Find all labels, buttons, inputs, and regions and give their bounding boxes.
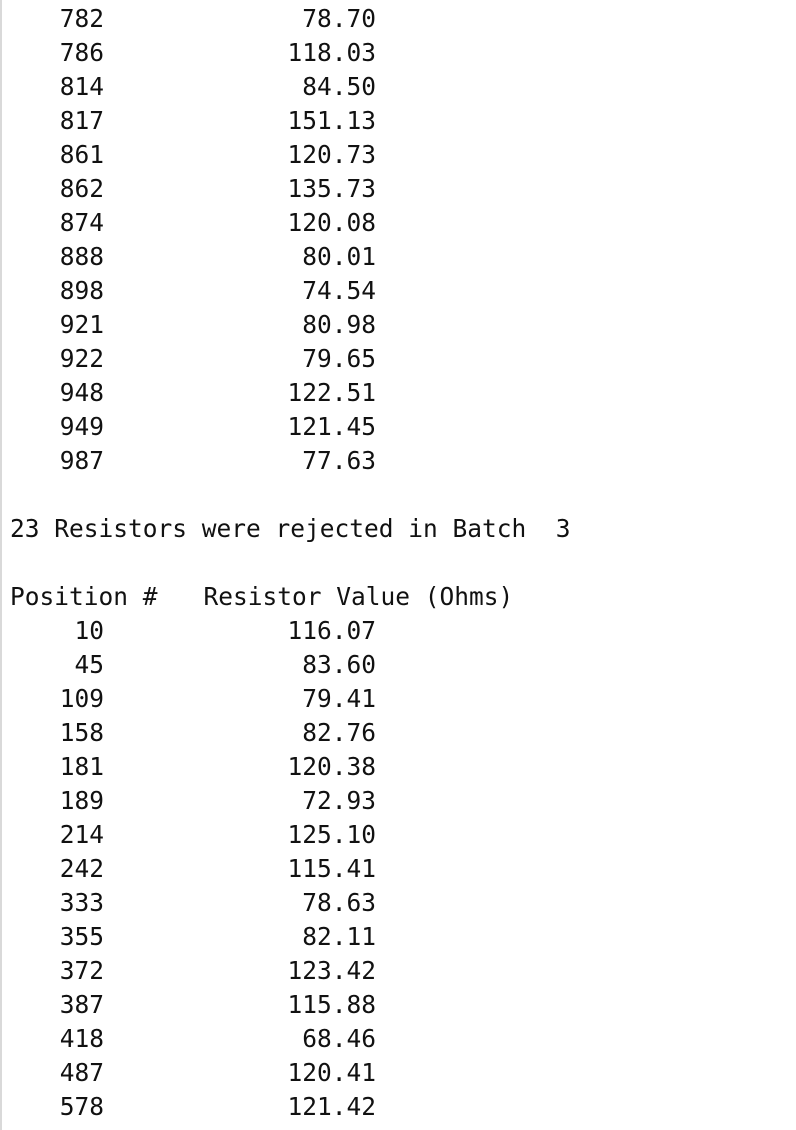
resistor-value-cell: 120.08: [287, 208, 376, 237]
position-cell: 782: [59, 4, 104, 33]
resistor-value-cell: 122.51: [287, 378, 376, 407]
table-row: 578 121.42: [10, 1090, 790, 1124]
position-cell: 333: [59, 888, 104, 917]
table-row: 158 82.76: [10, 716, 790, 750]
batch-summary: 23 Resistors were rejected in Batch 3: [10, 514, 571, 543]
header-resistor-value: Resistor Value (Ohms): [203, 582, 514, 611]
resistor-value-cell: 82.11: [302, 922, 376, 951]
position-cell: 372: [59, 956, 104, 985]
position-cell: 242: [59, 854, 104, 883]
position-cell: 158: [59, 718, 104, 747]
table-row: 214 125.10: [10, 818, 790, 852]
table-row: 888 80.01: [10, 240, 790, 274]
resistor-value-cell: 120.38: [287, 752, 376, 781]
position-cell: 355: [59, 922, 104, 951]
position-cell: 948: [59, 378, 104, 407]
header-position: Position #: [10, 582, 158, 611]
resistor-value-cell: 68.46: [302, 1024, 376, 1053]
position-cell: 387: [59, 990, 104, 1019]
resistor-value-cell: 123.42: [287, 956, 376, 985]
position-cell: 861: [59, 140, 104, 169]
table-row: 355 82.11: [10, 920, 790, 954]
table-row: 786 118.03: [10, 36, 790, 70]
blank-line: [10, 478, 790, 512]
resistor-value-cell: 121.42: [287, 1092, 376, 1121]
resistor-value-cell: 116.07: [287, 616, 376, 645]
position-cell: 817: [59, 106, 104, 135]
resistor-value-cell: 80.01: [302, 242, 376, 271]
position-cell: 487: [59, 1058, 104, 1087]
resistor-value-cell: 78.63: [302, 888, 376, 917]
position-cell: 578: [59, 1092, 104, 1121]
position-cell: 418: [59, 1024, 104, 1053]
position-cell: 10: [74, 616, 104, 645]
table-row: 874 120.08: [10, 206, 790, 240]
position-cell: 874: [59, 208, 104, 237]
position-cell: 786: [59, 38, 104, 67]
table-row: 387 115.88: [10, 988, 790, 1022]
resistor-value-cell: 80.98: [302, 310, 376, 339]
batch2-rejected-list: 782 78.70 786 118.03 814 84.50 817 151.13 86…: [10, 2, 790, 478]
console-output[interactable]: 782 78.70 786 118.03 814 84.50 817 151.13 86…: [10, 2, 790, 1124]
position-cell: 922: [59, 344, 104, 373]
blank-line: [10, 546, 790, 580]
resistor-value-cell: 74.54: [302, 276, 376, 305]
position-cell: 214: [59, 820, 104, 849]
table-row: 898 74.54: [10, 274, 790, 308]
table-row: 921 80.98: [10, 308, 790, 342]
table-header: Position # Resistor Value (Ohms): [10, 580, 790, 614]
table-row: 418 68.46: [10, 1022, 790, 1056]
position-cell: 921: [59, 310, 104, 339]
resistor-value-cell: 115.88: [287, 990, 376, 1019]
table-row: 782 78.70: [10, 2, 790, 36]
resistor-value-cell: 72.93: [302, 786, 376, 815]
console-left-border: [0, 0, 2, 1130]
batch3-rejected-list: 10 116.07 45 83.60 109 79.41 158 82.76 181 12…: [10, 614, 790, 1124]
table-row: 948 122.51: [10, 376, 790, 410]
position-cell: 109: [59, 684, 104, 713]
resistor-value-cell: 121.45: [287, 412, 376, 441]
table-row: 862 135.73: [10, 172, 790, 206]
table-row: 10 116.07: [10, 614, 790, 648]
position-cell: 814: [59, 72, 104, 101]
table-row: 181 120.38: [10, 750, 790, 784]
resistor-value-cell: 135.73: [287, 174, 376, 203]
resistor-value-cell: 120.41: [287, 1058, 376, 1087]
position-cell: 862: [59, 174, 104, 203]
table-row: 189 72.93: [10, 784, 790, 818]
resistor-value-cell: 115.41: [287, 854, 376, 883]
position-cell: 189: [59, 786, 104, 815]
resistor-value-cell: 79.65: [302, 344, 376, 373]
resistor-value-cell: 83.60: [302, 650, 376, 679]
resistor-value-cell: 151.13: [287, 106, 376, 135]
position-cell: 45: [74, 650, 104, 679]
resistor-value-cell: 120.73: [287, 140, 376, 169]
resistor-value-cell: 78.70: [302, 4, 376, 33]
position-cell: 949: [59, 412, 104, 441]
table-row: 487 120.41: [10, 1056, 790, 1090]
resistor-value-cell: 77.63: [302, 446, 376, 475]
resistor-value-cell: 125.10: [287, 820, 376, 849]
table-row: 45 83.60: [10, 648, 790, 682]
table-row: 817 151.13: [10, 104, 790, 138]
position-cell: 898: [59, 276, 104, 305]
table-row: 242 115.41: [10, 852, 790, 886]
table-row: 861 120.73: [10, 138, 790, 172]
position-cell: 987: [59, 446, 104, 475]
position-cell: 888: [59, 242, 104, 271]
position-cell: 181: [59, 752, 104, 781]
resistor-value-cell: 84.50: [302, 72, 376, 101]
resistor-value-cell: 82.76: [302, 718, 376, 747]
resistor-value-cell: 118.03: [287, 38, 376, 67]
table-row: 814 84.50: [10, 70, 790, 104]
table-row: 987 77.63: [10, 444, 790, 478]
resistor-value-cell: 79.41: [302, 684, 376, 713]
table-row: 922 79.65: [10, 342, 790, 376]
table-row: 949 121.45: [10, 410, 790, 444]
table-row: 109 79.41: [10, 682, 790, 716]
table-row: 333 78.63: [10, 886, 790, 920]
table-row: 372 123.42: [10, 954, 790, 988]
